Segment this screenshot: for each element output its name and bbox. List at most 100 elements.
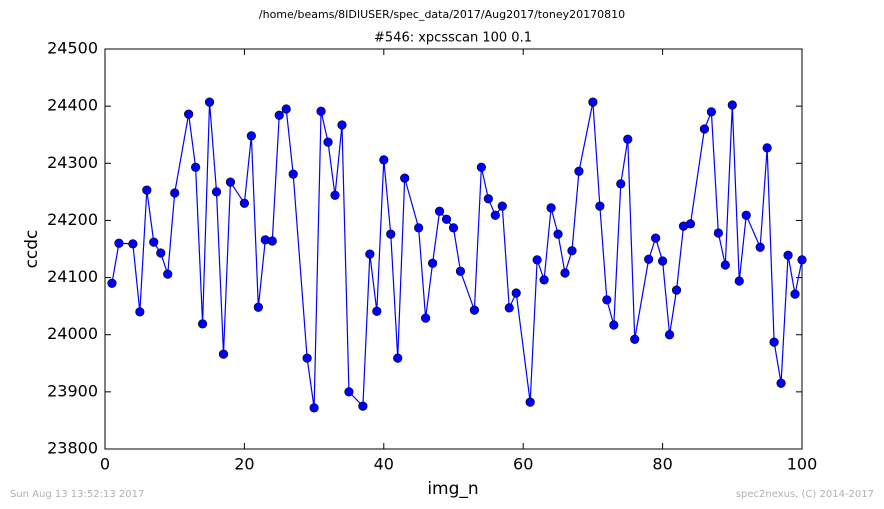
data-point [664, 330, 675, 340]
data-point [741, 210, 751, 220]
data-point [246, 131, 256, 141]
data-point [497, 201, 507, 211]
data-point [142, 185, 152, 195]
suptitle: /home/beams/8IDIUSER/spec_data/2017/Aug2… [259, 8, 625, 21]
data-point [469, 305, 480, 315]
data-point [783, 250, 793, 260]
data-point [309, 403, 319, 413]
x-tick-label: 0 [100, 455, 110, 474]
data-point [323, 137, 333, 147]
data-point [797, 255, 807, 265]
y-tick-label: 23800 [47, 439, 98, 458]
x-tick-label: 20 [234, 455, 254, 474]
footer-left: Sun Aug 13 13:52:13 2017 [10, 489, 144, 500]
data-point [204, 97, 215, 107]
x-tick-label: 60 [513, 455, 533, 474]
data-point [448, 223, 459, 233]
data-point [539, 275, 549, 285]
data-point [135, 307, 145, 317]
data-point [790, 289, 800, 299]
data-point [476, 162, 486, 172]
data-point [288, 169, 298, 179]
y-tick-label: 24400 [47, 96, 98, 115]
data-point [149, 237, 159, 247]
data-point [358, 401, 368, 411]
data-point [421, 313, 431, 323]
data-point [504, 303, 514, 313]
x-tick-label: 80 [652, 455, 672, 474]
data-point [567, 246, 577, 256]
data-point [393, 353, 403, 363]
data-point [595, 201, 605, 211]
data-point [574, 166, 584, 176]
data-point [372, 306, 382, 316]
data-point [769, 337, 779, 347]
data-point [302, 353, 312, 363]
y-tick-label: 23900 [47, 381, 98, 400]
data-point [532, 255, 542, 265]
data-point [218, 349, 229, 359]
chart-title: #546: xpcsscan 100 0.1 [374, 31, 532, 46]
data-point [225, 177, 236, 187]
data-point [644, 254, 654, 264]
data-point [337, 120, 347, 130]
data-point [107, 278, 117, 288]
data-point [365, 249, 375, 259]
data-point [511, 288, 521, 298]
data-point [560, 268, 570, 278]
data-point [720, 260, 730, 270]
data-point [734, 276, 744, 286]
y-tick-label: 24100 [47, 267, 98, 286]
data-point [427, 258, 438, 268]
data-point [191, 162, 201, 172]
data-point [651, 233, 661, 243]
data-point [630, 334, 640, 344]
data-point [379, 155, 389, 165]
data-point [713, 228, 723, 238]
data-point [609, 320, 619, 330]
data-point [525, 397, 535, 407]
y-tick-label: 24200 [47, 210, 98, 229]
data-point [623, 134, 633, 144]
data-point [156, 248, 166, 258]
x-axis-label: img_n [427, 479, 478, 499]
data-point [386, 229, 396, 239]
data-point [184, 109, 194, 119]
data-point [128, 239, 138, 249]
y-tick-label: 24500 [47, 39, 98, 58]
data-point [490, 210, 500, 220]
data-point [197, 319, 208, 329]
data-point [685, 219, 696, 229]
data-point [706, 107, 716, 117]
y-tick-label: 24300 [47, 153, 98, 172]
data-point [602, 295, 612, 305]
data-point [699, 124, 710, 134]
data-point [170, 188, 180, 198]
data-point [253, 302, 263, 312]
data-point [755, 242, 765, 252]
data-point [762, 143, 772, 153]
data-point [588, 97, 598, 107]
data-point [211, 187, 222, 197]
data-point [316, 106, 326, 116]
data-point [776, 378, 786, 388]
data-point [281, 104, 291, 114]
footer-right: spec2nexus, (C) 2014-2017 [736, 489, 874, 500]
data-point [239, 198, 249, 208]
data-point [114, 238, 124, 248]
data-point [414, 223, 424, 233]
data-point [553, 229, 563, 239]
data-point [441, 214, 452, 224]
plot-frame [104, 48, 803, 450]
data-point [344, 387, 354, 397]
data-point [671, 285, 682, 295]
data-point [657, 256, 668, 266]
x-tick-label: 40 [374, 455, 394, 474]
data-point [330, 190, 340, 200]
data-point [274, 110, 284, 120]
data-point [434, 206, 445, 216]
data-point [267, 236, 277, 246]
data-point [727, 100, 737, 110]
data-point [400, 173, 410, 183]
